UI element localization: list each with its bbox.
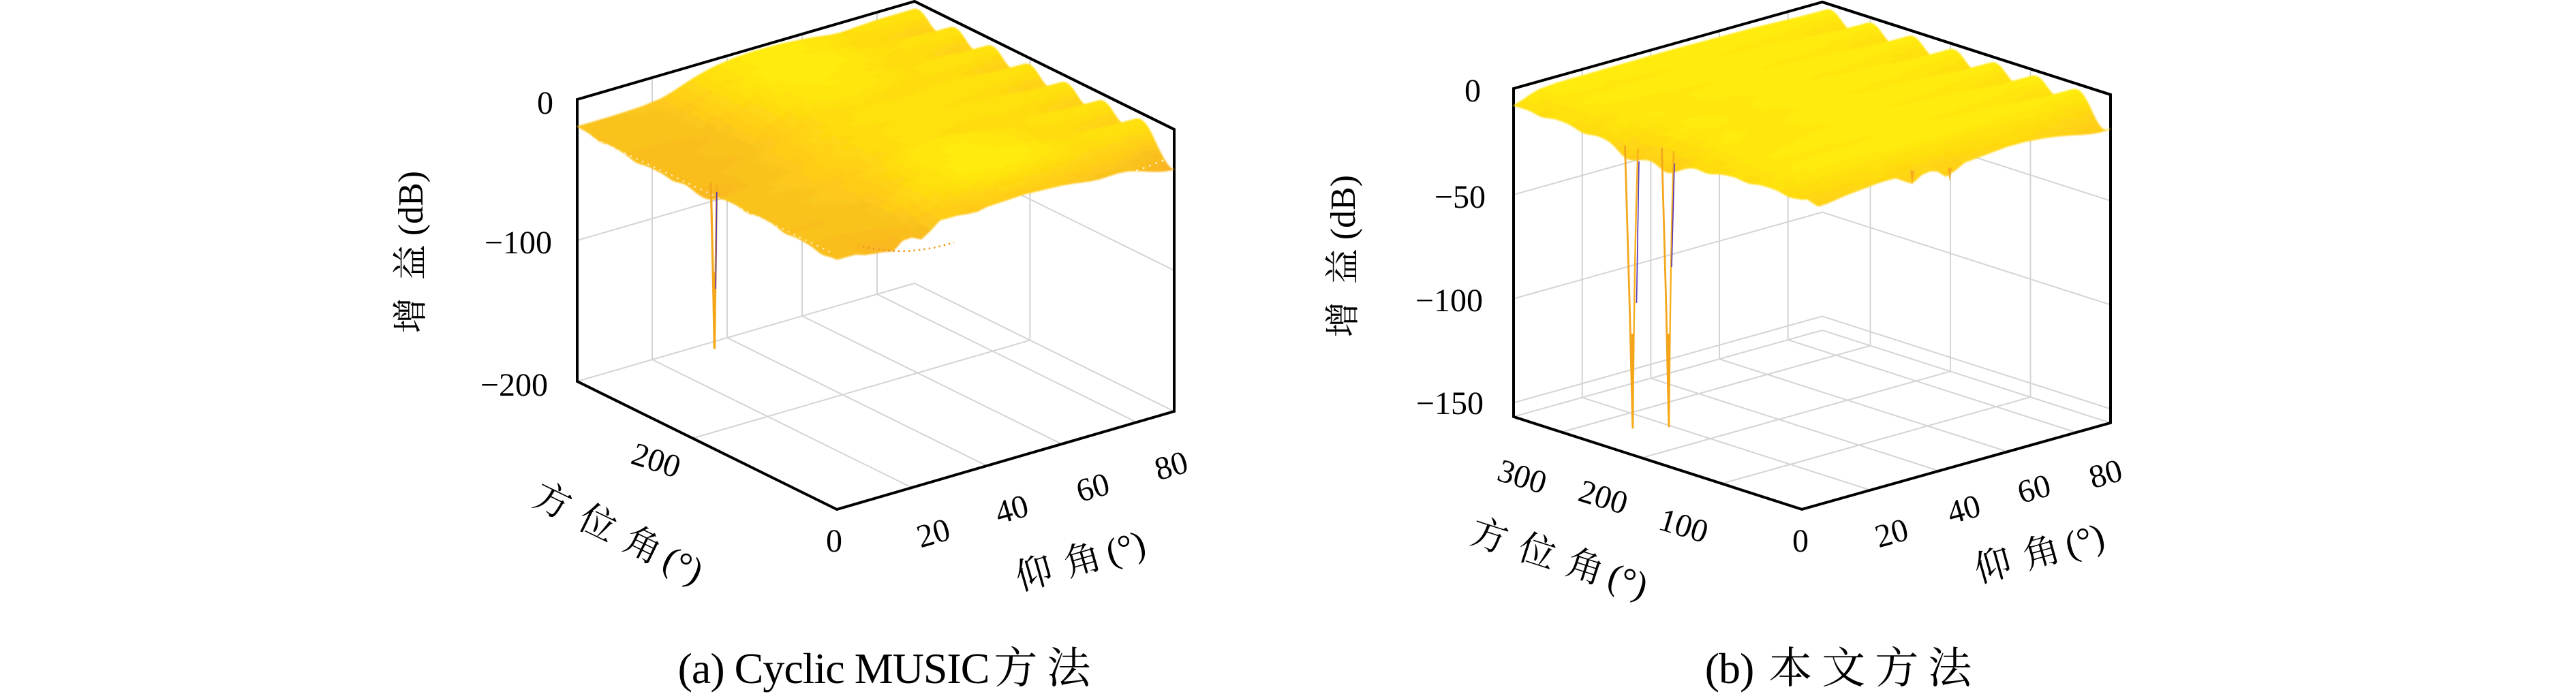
svg-text:(dB): (dB) [1324, 175, 1363, 240]
svg-text:0: 0 [826, 523, 842, 559]
svg-text:−50: −50 [1435, 179, 1486, 215]
svg-text:(dB): (dB) [392, 171, 431, 236]
svg-text:−100: −100 [1415, 283, 1483, 319]
svg-text:−100: −100 [485, 225, 552, 261]
svg-text:(a) Cyclic MUSIC: (a) Cyclic MUSIC [678, 644, 990, 693]
svg-text:−200: −200 [480, 367, 548, 403]
svg-text:(b): (b) [1705, 644, 1754, 693]
svg-text:0: 0 [1792, 523, 1809, 559]
svg-text:0: 0 [1465, 73, 1481, 109]
svg-text:0: 0 [537, 85, 553, 121]
svg-text:−150: −150 [1416, 385, 1484, 422]
